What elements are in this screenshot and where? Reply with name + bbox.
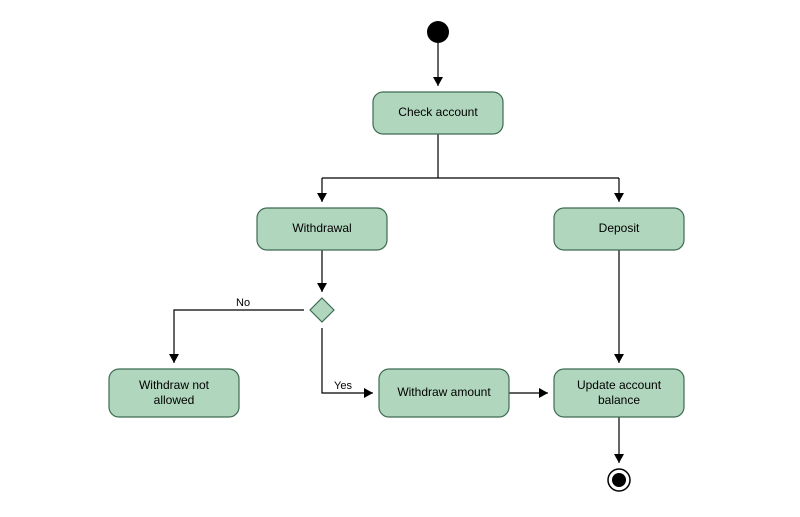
withdraw-not-allowed-label-2: allowed	[154, 393, 195, 407]
withdraw-amount-label: Withdraw amount	[397, 385, 491, 399]
withdraw-not-allowed-node: Withdraw not allowed	[109, 369, 239, 417]
withdrawal-label: Withdrawal	[292, 221, 351, 235]
withdraw-not-allowed-label-1: Withdraw not	[139, 378, 210, 392]
start-node	[427, 21, 449, 43]
edge-e4	[174, 310, 304, 363]
withdraw-amount-node: Withdraw amount	[379, 369, 509, 417]
deposit-label: Deposit	[599, 221, 640, 235]
withdrawal-node: Withdrawal	[257, 208, 387, 250]
update-account-balance-label-2: balance	[598, 393, 640, 407]
update-account-balance-label-1: Update account	[577, 378, 662, 392]
check-account-label: Check account	[398, 105, 478, 119]
check-account-node: Check account	[373, 92, 503, 134]
end-node	[608, 469, 630, 491]
edge-label-e5: Yes	[334, 380, 352, 392]
decision-node	[310, 298, 334, 322]
edge-label-e4: No	[236, 297, 250, 309]
update-account-balance-node: Update account balance	[554, 369, 684, 417]
deposit-node: Deposit	[554, 208, 684, 250]
flowchart-canvas: No Yes Check account Withdrawal Deposit W…	[0, 0, 800, 517]
